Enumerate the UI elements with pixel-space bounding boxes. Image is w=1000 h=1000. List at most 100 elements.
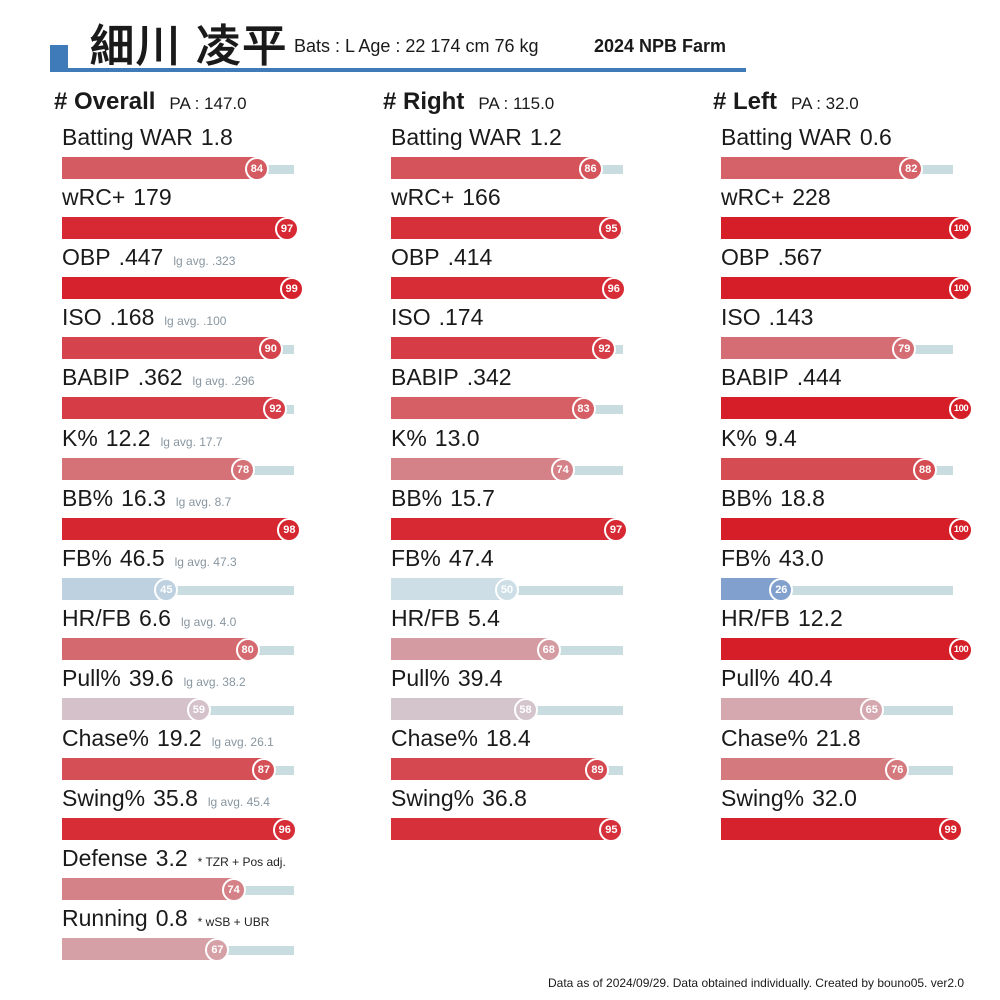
metric-row: K% 12.2 lg avg. 17.7 78 xyxy=(62,389,352,482)
percentile-label: 100 xyxy=(949,277,973,302)
metric-label-line: BB% 15.7 xyxy=(391,485,495,512)
percentile-bar xyxy=(391,157,591,179)
metric-label-line: ISO .143 xyxy=(721,304,813,331)
percentile-track xyxy=(62,585,294,595)
percentile-label: 74 xyxy=(221,878,246,903)
metric-label-line: FB% 47.4 xyxy=(391,545,494,572)
panel-title-text: # Right xyxy=(383,88,465,115)
percentile-bar xyxy=(62,938,218,961)
metric-value: 0.8 xyxy=(155,905,188,932)
metric-value: 12.2 xyxy=(798,604,843,631)
percentile-label: 78 xyxy=(230,457,255,482)
metric-value: 18.8 xyxy=(780,484,825,511)
metric-name: Pull% xyxy=(391,664,450,691)
percentile-label: 96 xyxy=(272,818,297,843)
percentile-label: 92 xyxy=(592,337,617,362)
metric-label-line: Running 0.8 * wSB + UBR xyxy=(62,905,269,932)
metric-name: Running xyxy=(62,905,148,932)
percentile-label: 90 xyxy=(258,337,283,362)
percentile-label: 87 xyxy=(251,758,276,782)
percentile-bar xyxy=(391,217,612,240)
metric-row: ISO .174 92 xyxy=(391,268,681,362)
metric-note: lg avg. 4.0 xyxy=(180,614,237,629)
metric-value: 19.2 xyxy=(156,725,202,751)
percentile-bar xyxy=(391,457,563,480)
percentile-bar xyxy=(391,758,598,780)
percentile-bar xyxy=(62,577,167,600)
overall-panel: # Overall PA : 147.0 Batting WAR 1.8 84 wRC+… xyxy=(50,88,350,968)
metric-label-line: Chase% 18.4 xyxy=(391,725,531,752)
metric-name: OBP xyxy=(391,244,440,271)
metric-row: ISO .168 lg avg. .100 90 xyxy=(62,268,352,362)
metric-row: OBP .447 lg avg. .323 99 xyxy=(62,208,352,302)
percentile-bar xyxy=(721,577,782,600)
metric-row: K% 13.0 74 xyxy=(391,389,681,482)
percentile-bar xyxy=(62,758,264,780)
percentile-label: 74 xyxy=(550,457,575,482)
percentile-bar xyxy=(391,337,605,360)
metric-name: Chase% xyxy=(391,725,478,751)
metric-label-line: Batting WAR 0.6 xyxy=(721,124,892,151)
percentile-bar xyxy=(62,217,288,240)
percentile-label: 58 xyxy=(513,697,538,722)
metric-name: OBP xyxy=(62,244,111,271)
metric-label-line: Swing% 32.0 xyxy=(721,785,857,812)
percentile-bar xyxy=(62,277,292,300)
percentile-bar xyxy=(721,457,926,480)
metric-note: lg avg. .296 xyxy=(192,374,255,389)
metric-row: BB% 16.3 lg avg. 8.7 98 xyxy=(62,449,352,542)
metric-value: .174 xyxy=(438,304,484,331)
percentile-bar xyxy=(391,697,526,720)
metric-name: wRC+ xyxy=(721,184,785,211)
percentile-label: 86 xyxy=(578,157,603,181)
metric-note: lg avg. 8.7 xyxy=(175,494,232,509)
metric-label-line: ISO .168 lg avg. .100 xyxy=(62,304,226,331)
metric-value: 43.0 xyxy=(778,544,824,571)
metric-note: lg avg. 45.4 xyxy=(207,795,270,810)
percentile-label: 59 xyxy=(186,697,211,722)
metric-row: OBP .567 100 xyxy=(721,208,1000,302)
metric-row: FB% 46.5 lg avg. 47.3 45 xyxy=(62,509,352,602)
metric-label-line: BABIP .444 xyxy=(721,364,842,391)
metric-row: Chase% 19.2 lg avg. 26.1 87 xyxy=(62,689,352,782)
metric-name: FB% xyxy=(62,544,112,571)
metric-row: HR/FB 12.2 100 xyxy=(721,569,1000,662)
metric-value: 15.7 xyxy=(450,484,495,511)
percentile-bar xyxy=(62,517,290,540)
metric-name: Defense xyxy=(62,845,148,872)
metric-name: K% xyxy=(391,424,427,451)
metric-name: Pull% xyxy=(62,664,121,691)
metric-name: Pull% xyxy=(721,664,780,691)
metric-value: 40.4 xyxy=(787,664,833,691)
metric-name: HR/FB xyxy=(391,604,460,631)
metric-name: BABIP xyxy=(721,364,789,391)
metric-row: wRC+ 179 97 xyxy=(62,148,352,242)
percentile-bar xyxy=(391,637,549,660)
metric-name: ISO xyxy=(62,304,102,331)
metric-value: 21.8 xyxy=(815,725,861,751)
metric-row: Swing% 32.0 99 xyxy=(721,749,1000,843)
percentile-bar xyxy=(721,157,912,179)
metric-label-line: ISO .174 xyxy=(391,304,483,331)
metric-value: 179 xyxy=(133,184,172,211)
metric-name: FB% xyxy=(721,544,771,571)
percentile-bar xyxy=(391,818,612,841)
metric-note: lg avg. 17.7 xyxy=(160,434,223,449)
panel-title-text: # Left xyxy=(713,88,778,115)
percentile-label: 92 xyxy=(263,397,288,422)
metric-name: K% xyxy=(62,424,98,451)
metric-note: lg avg. 38.2 xyxy=(183,674,246,689)
metric-note: lg avg. .323 xyxy=(173,254,236,269)
metric-row: Pull% 39.4 58 xyxy=(391,629,681,722)
percentile-label: 100 xyxy=(949,397,973,422)
metric-name: Batting WAR xyxy=(391,124,522,150)
metric-value: .447 xyxy=(118,244,164,271)
metric-label-line: HR/FB 5.4 xyxy=(391,605,500,632)
percentile-bar xyxy=(721,697,872,720)
metric-name: K% xyxy=(721,424,757,451)
percentile-bar xyxy=(721,337,905,360)
metric-name: Swing% xyxy=(721,785,805,812)
metric-name: OBP xyxy=(721,244,770,271)
percentile-label: 82 xyxy=(899,157,924,181)
percentile-bar xyxy=(721,397,961,420)
